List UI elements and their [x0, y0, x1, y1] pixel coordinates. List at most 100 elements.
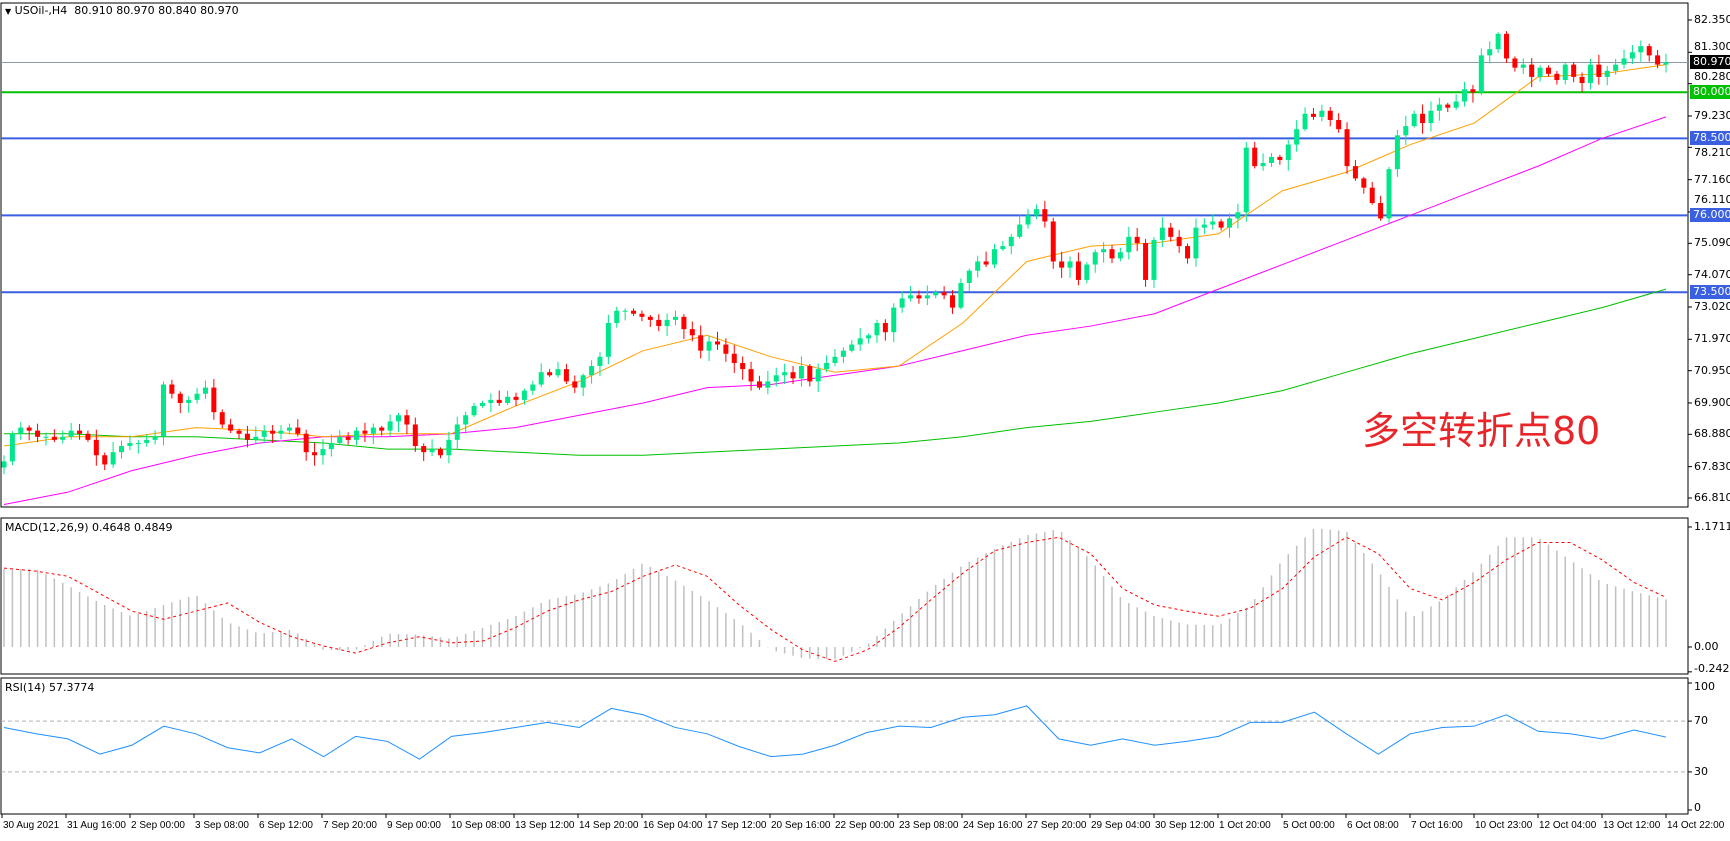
candle-body	[555, 369, 561, 376]
candle	[924, 285, 930, 306]
candle-body	[1143, 243, 1149, 280]
candle-body	[219, 412, 225, 425]
candle	[505, 390, 511, 405]
candle-body	[1302, 113, 1308, 130]
candle-body	[1403, 126, 1409, 136]
candle	[538, 363, 544, 388]
candle-body	[1168, 227, 1174, 237]
candle	[51, 429, 57, 443]
candle-body	[1252, 147, 1258, 167]
rsi-header: RSI(14) 57.3774	[5, 681, 95, 694]
candle	[1562, 62, 1568, 85]
candle-body	[840, 350, 846, 357]
candle-body	[253, 436, 259, 440]
candle	[1403, 115, 1409, 145]
level-tag: 73.500	[1690, 285, 1730, 300]
time-axis-label: 29 Sep 04:00	[1091, 820, 1151, 831]
candle-body	[1445, 104, 1451, 108]
candle	[765, 370, 771, 395]
candle-body	[1033, 209, 1039, 216]
time-axis-label: 20 Sep 16:00	[771, 820, 831, 831]
candle	[312, 442, 318, 466]
candle	[723, 338, 729, 362]
price-axis-label: 77.160	[1694, 172, 1730, 186]
price-axis-label: 68.880	[1694, 427, 1730, 441]
candle	[43, 432, 49, 446]
time-axis-label: 14 Oct 22:00	[1667, 820, 1725, 831]
candle	[437, 447, 443, 459]
candle	[1101, 242, 1107, 263]
candle-body	[429, 449, 435, 453]
candle	[1168, 223, 1174, 242]
rsi-axis-label: 0	[1694, 801, 1701, 814]
candle-body	[1629, 52, 1635, 59]
time-axis-label: 17 Sep 12:00	[707, 820, 767, 831]
candle-body	[1210, 221, 1216, 225]
candle	[1176, 230, 1182, 253]
candle	[807, 364, 813, 387]
candle-body	[1109, 249, 1115, 259]
candle-body	[1193, 227, 1199, 259]
candle-body	[1243, 147, 1249, 213]
candle-body	[790, 372, 796, 379]
macd-axis-label: -0.2424	[1694, 662, 1730, 675]
candle	[421, 443, 427, 462]
candle-body	[127, 442, 133, 447]
candle	[966, 268, 972, 292]
candle-body	[1092, 252, 1098, 265]
candle-body	[370, 427, 376, 434]
candle	[1378, 195, 1384, 221]
candle	[1185, 243, 1191, 264]
candle	[144, 434, 150, 447]
candle	[463, 411, 469, 434]
candle-body	[463, 415, 469, 425]
candle	[1436, 97, 1442, 121]
candle	[908, 286, 914, 302]
candle-body	[908, 295, 914, 299]
candle	[295, 419, 301, 437]
candle	[328, 434, 334, 457]
candle-body	[362, 430, 368, 434]
candle	[555, 361, 561, 378]
candle-body	[471, 406, 477, 416]
candle	[1504, 31, 1510, 63]
candle-body	[1621, 58, 1627, 65]
candle	[446, 431, 452, 464]
candle-body	[605, 322, 611, 357]
candle-body	[521, 390, 527, 400]
candle-body	[1646, 46, 1652, 56]
candle-body	[1294, 129, 1300, 145]
candle	[1512, 56, 1518, 72]
candle-body	[1268, 156, 1274, 164]
candle	[622, 308, 628, 321]
candle	[110, 441, 116, 468]
level-tag: 80.000	[1690, 85, 1730, 100]
candle	[673, 310, 679, 326]
candle	[1218, 219, 1224, 231]
candle	[756, 375, 762, 390]
candle-body	[580, 375, 586, 388]
candle	[26, 425, 32, 441]
time-axis-label: 1 Oct 20:00	[1219, 820, 1271, 831]
candle-body	[782, 372, 788, 376]
candle	[202, 380, 208, 399]
rsi-indicator	[1, 705, 1688, 773]
dropdown-triangle-icon[interactable]: ▼	[5, 7, 12, 16]
candle	[194, 387, 200, 404]
candle	[1369, 181, 1375, 205]
candle-body	[404, 415, 410, 425]
candle-body	[1571, 64, 1577, 77]
candle-body	[244, 433, 250, 440]
candle	[1, 455, 7, 475]
candle-body	[18, 427, 24, 434]
candle	[1268, 153, 1274, 167]
candle	[1629, 45, 1635, 64]
candle-body	[135, 442, 141, 444]
candle	[1571, 62, 1577, 83]
candle-body	[874, 322, 880, 336]
candle-body	[924, 295, 930, 299]
candle	[1537, 65, 1543, 82]
candle	[496, 390, 502, 406]
candle-body	[1352, 166, 1358, 179]
